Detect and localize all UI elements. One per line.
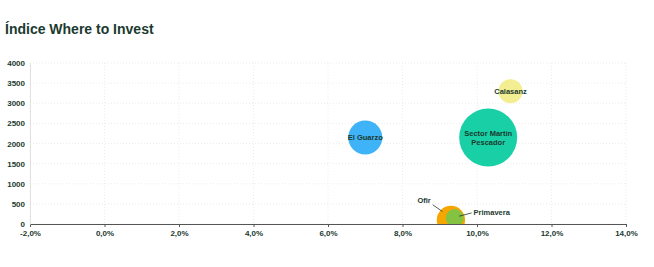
axis-line [31, 225, 627, 228]
tick: 4,0% [245, 224, 263, 238]
tick: 2,0% [170, 224, 188, 238]
tick-label: 10,0% [466, 229, 489, 238]
bubble-label: Primavera [474, 208, 511, 217]
bubble [446, 209, 464, 224]
tick-mark [328, 224, 329, 227]
leader-line [459, 213, 471, 216]
grid-line [30, 203, 626, 204]
tick-mark [626, 224, 627, 227]
tick-mark [179, 224, 180, 227]
grid-line [30, 183, 626, 184]
grid-line [179, 63, 180, 224]
grid-line [30, 123, 626, 124]
x-axis: -2,0% 0,0% 2,0% 4,0% 6,0% 8,0% 10,0% 12,0% 14,0% [20, 224, 638, 238]
tick: 1000 [7, 180, 30, 189]
tick-label: 8,0% [394, 229, 412, 238]
bubble-label: Sector MartínPescador [464, 129, 512, 147]
tick-label: 3000 [7, 99, 25, 108]
grid [30, 63, 626, 224]
tick-mark [477, 224, 478, 227]
grid-line [30, 63, 626, 64]
bubbles [348, 79, 522, 224]
grid-line [30, 63, 31, 224]
grid-line [30, 163, 626, 164]
tick-mark [403, 224, 404, 227]
tick-label: 2,0% [170, 229, 188, 238]
axis-line [30, 64, 31, 225]
tick-label: 1500 [7, 160, 25, 169]
tick: 1500 [7, 160, 30, 169]
tick: 8,0% [394, 224, 412, 238]
leader-line [433, 205, 443, 212]
grid-line [30, 143, 626, 144]
grid-line [551, 63, 552, 224]
grid-line [30, 103, 626, 104]
tick: 2500 [7, 119, 30, 128]
tick: 3000 [7, 99, 30, 108]
tick-mark [254, 224, 255, 227]
labels: El Guarzo Sector MartínPescador Calasanz Of… [348, 87, 527, 217]
tick-label: 12,0% [541, 229, 564, 238]
bubble-label: Ofir [417, 196, 430, 205]
tick: 12,0% [541, 224, 564, 238]
tick: 3500 [7, 79, 30, 88]
tick-label: 0 [21, 220, 26, 229]
tick-label: 1000 [7, 180, 25, 189]
grid-line [30, 83, 626, 84]
bubble-label: Calasanz [494, 87, 527, 96]
y-axis: 0 500 1000 1500 2000 2500 3000 3500 4000 [7, 59, 30, 229]
tick: 0 [21, 220, 30, 229]
tick-mark [552, 224, 553, 227]
tick: 14,0% [615, 224, 638, 238]
tick-mark [105, 224, 106, 227]
tick: 500 [12, 200, 30, 209]
tick: 4000 [7, 59, 30, 68]
tick-label: 4000 [7, 59, 25, 68]
tick-label: 0,0% [96, 229, 114, 238]
tick-label: 2000 [7, 140, 25, 149]
tick: 0,0% [96, 224, 114, 238]
tick: 10,0% [466, 224, 489, 238]
chart: Índice Where to Invest -2,0% 0,0% 2,0% 4,0% 6… [0, 0, 654, 267]
grid-line [104, 63, 105, 224]
tick-label: 3500 [7, 79, 25, 88]
grid-line [253, 63, 254, 224]
tick-label: 6,0% [319, 229, 337, 238]
tick-label: 2500 [7, 119, 25, 128]
tick-label: 4,0% [245, 229, 263, 238]
bubble [459, 108, 517, 166]
tick-label: 500 [12, 200, 26, 209]
tick: 6,0% [319, 224, 337, 238]
bubble [437, 206, 465, 224]
title: Índice Where to Invest [5, 21, 154, 37]
tick: 2000 [7, 140, 30, 149]
tick-label: 14,0% [615, 229, 638, 238]
bubble [348, 120, 382, 154]
tick-label: -2,0% [20, 229, 41, 238]
bubble-label: El Guarzo [348, 133, 383, 142]
